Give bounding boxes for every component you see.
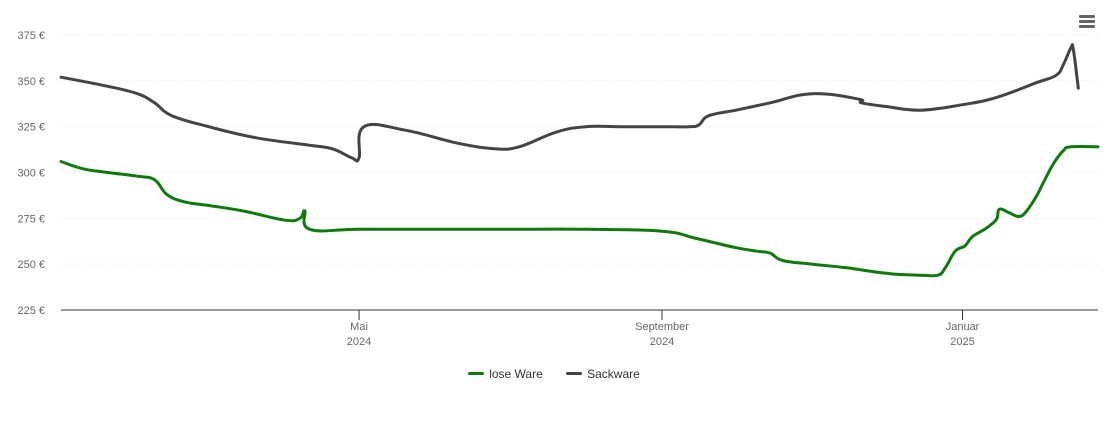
menu-bar-bottom: [1079, 25, 1095, 28]
x-tick-month-label: Mai: [350, 321, 368, 333]
series-line-sackware[interactable]: [59, 43, 1080, 163]
menu-bar-top: [1079, 15, 1095, 18]
legend-swatch-lose-ware: [468, 372, 485, 375]
series-line-lose-ware[interactable]: [59, 144, 1100, 278]
series-lines: [59, 43, 1100, 278]
legend-swatch-sackware: [566, 372, 583, 375]
x-tick-month-label: September: [635, 321, 689, 333]
legend-label-lose-ware: lose Ware: [489, 366, 543, 381]
y-axis: 225 € 250 € 275 € 300 € 325 € 350 € 375 €: [17, 30, 45, 317]
y-tick-label: 350 €: [17, 76, 45, 88]
chart-legend: lose Ware Sackware: [0, 364, 1108, 381]
x-tick-year-label: 2024: [347, 336, 371, 348]
y-tick-label: 300 €: [17, 168, 45, 180]
chart-area: 225 € 250 € 275 € 300 € 325 € 350 € 375 € Mai 2…: [17, 30, 1100, 348]
grid-lines: [61, 34, 1098, 265]
y-tick-label: 275 €: [17, 213, 45, 225]
legend-item-lose-ware[interactable]: lose Ware: [468, 367, 543, 381]
legend-label-sackware: Sackware: [587, 366, 640, 381]
legend-item-sackware[interactable]: Sackware: [566, 367, 640, 381]
x-tick-year-label: 2024: [650, 336, 674, 348]
menu-bar-middle: [1079, 20, 1095, 23]
x-tick-year-label: 2025: [950, 336, 974, 348]
x-tick-month-label: Januar: [946, 321, 980, 333]
y-tick-label: 375 €: [17, 30, 45, 42]
y-tick-label: 325 €: [17, 122, 45, 134]
x-axis: Mai 2024 September 2024 Januar 2025: [61, 309, 1098, 348]
y-tick-label: 225 €: [17, 305, 45, 317]
y-tick-label: 250 €: [17, 259, 45, 271]
hamburger-menu-icon[interactable]: [1074, 10, 1100, 34]
